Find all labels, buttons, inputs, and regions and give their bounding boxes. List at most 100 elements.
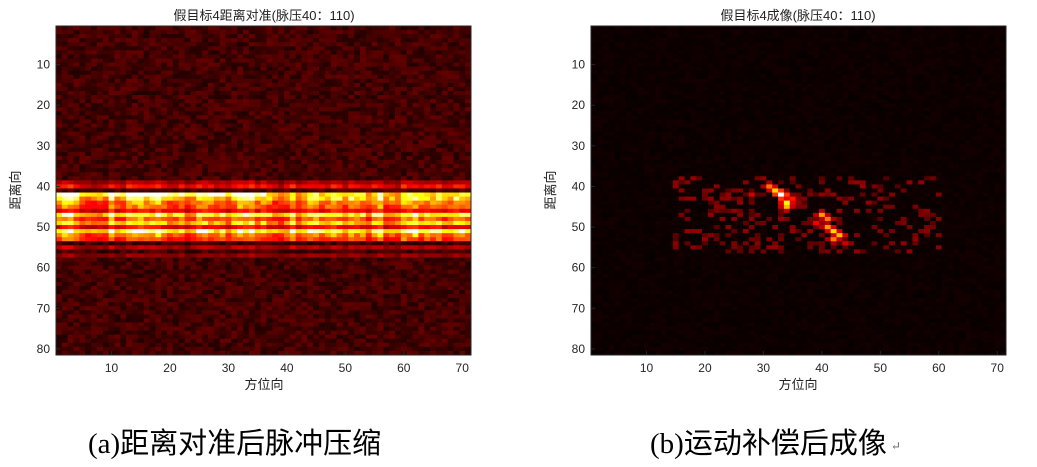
heat-cell xyxy=(313,34,320,39)
heat-cell xyxy=(342,99,349,104)
heat-cell xyxy=(131,107,139,112)
heat-cell xyxy=(424,74,431,80)
heat-cell xyxy=(336,302,343,307)
heat-cell xyxy=(418,155,425,161)
heat-cell xyxy=(359,176,367,181)
heat-cell xyxy=(272,269,279,275)
heat-cell xyxy=(67,298,74,303)
heat-cell xyxy=(430,277,437,283)
heat-cell xyxy=(330,273,337,279)
heat-cell xyxy=(435,90,443,96)
heat-cell xyxy=(406,119,413,124)
heat-cell xyxy=(342,290,349,295)
heat-cell xyxy=(73,306,80,311)
heat-cell xyxy=(465,62,472,68)
heat-cell xyxy=(348,62,355,68)
heat-cell xyxy=(336,164,343,169)
heat-cell xyxy=(395,245,402,250)
heat-cell xyxy=(149,294,156,299)
heat-cell xyxy=(190,233,197,238)
heat-cell xyxy=(120,204,127,210)
heat-cell xyxy=(395,151,402,157)
heat-cell xyxy=(108,160,115,165)
heat-cell xyxy=(73,208,80,214)
heat-cell xyxy=(453,302,460,307)
heat-cell xyxy=(254,66,261,72)
heat-cell xyxy=(395,78,402,84)
heat-cell xyxy=(319,220,326,226)
heat-cell xyxy=(155,294,162,299)
heat-cell xyxy=(143,127,150,132)
heat-cell xyxy=(336,90,343,96)
heat-cell xyxy=(161,172,168,177)
heat-cell xyxy=(155,38,162,43)
heat-cell xyxy=(260,200,267,206)
heat-cell xyxy=(167,143,174,149)
heat-cell xyxy=(131,285,139,291)
heat-cell xyxy=(424,192,431,197)
heat-cell xyxy=(108,155,115,161)
heat-cell xyxy=(91,78,98,84)
heat-cell xyxy=(149,204,156,210)
heat-cell xyxy=(395,172,402,177)
heat-cell xyxy=(231,176,238,181)
heat-cell xyxy=(260,225,267,230)
heat-cell xyxy=(283,54,291,59)
heat-cell xyxy=(418,50,425,55)
heat-cell xyxy=(383,192,390,197)
heat-cell xyxy=(313,245,320,250)
heat-cell xyxy=(295,212,302,218)
heat-cell xyxy=(108,111,115,116)
heat-cell xyxy=(412,155,419,161)
heat-cell xyxy=(143,164,150,169)
heat-cell xyxy=(219,176,226,181)
heat-cell xyxy=(96,290,104,295)
heat-cell xyxy=(167,95,174,100)
heat-cell xyxy=(172,310,180,315)
heat-cell xyxy=(96,273,104,279)
heat-cell xyxy=(453,131,460,137)
heat-cell xyxy=(283,115,291,120)
heat-cell xyxy=(336,257,343,262)
heat-cell xyxy=(359,26,367,31)
heat-cell xyxy=(301,107,308,112)
heat-cell xyxy=(161,233,168,238)
heat-cell xyxy=(225,143,232,149)
heat-cell xyxy=(172,269,180,275)
heat-cell xyxy=(96,155,104,161)
heat-cell xyxy=(167,115,174,120)
heat-cell xyxy=(190,285,197,291)
heat-cell xyxy=(447,294,454,299)
heat-cell xyxy=(406,196,413,202)
heat-cell xyxy=(131,257,139,262)
heat-cell xyxy=(202,277,209,283)
heat-cell xyxy=(172,50,180,55)
heat-cell xyxy=(395,74,402,80)
heat-cell xyxy=(248,285,256,291)
heat-cell xyxy=(465,135,472,141)
heat-cell xyxy=(465,265,472,271)
heat-cell xyxy=(73,180,80,185)
heat-cell xyxy=(465,168,472,173)
heat-cell xyxy=(447,160,454,165)
heat-cell xyxy=(196,103,203,108)
heat-cell xyxy=(254,257,261,262)
heat-cell xyxy=(377,143,384,149)
heat-cell xyxy=(389,265,396,271)
heat-cell xyxy=(412,82,419,88)
heat-cell xyxy=(272,95,279,100)
heat-cell xyxy=(254,160,261,165)
heat-cell xyxy=(213,164,221,169)
heat-cell xyxy=(430,135,437,141)
heat-cell xyxy=(435,233,443,238)
heat-cell xyxy=(213,249,221,254)
heat-cell xyxy=(330,155,337,161)
heat-cell xyxy=(161,82,168,88)
heat-cell xyxy=(73,192,80,197)
heat-cell xyxy=(400,123,408,128)
heat-cell xyxy=(108,216,115,222)
heat-cell xyxy=(389,306,396,311)
heat-cell xyxy=(178,216,185,222)
heat-cell xyxy=(283,220,291,226)
heat-cell xyxy=(207,78,215,84)
